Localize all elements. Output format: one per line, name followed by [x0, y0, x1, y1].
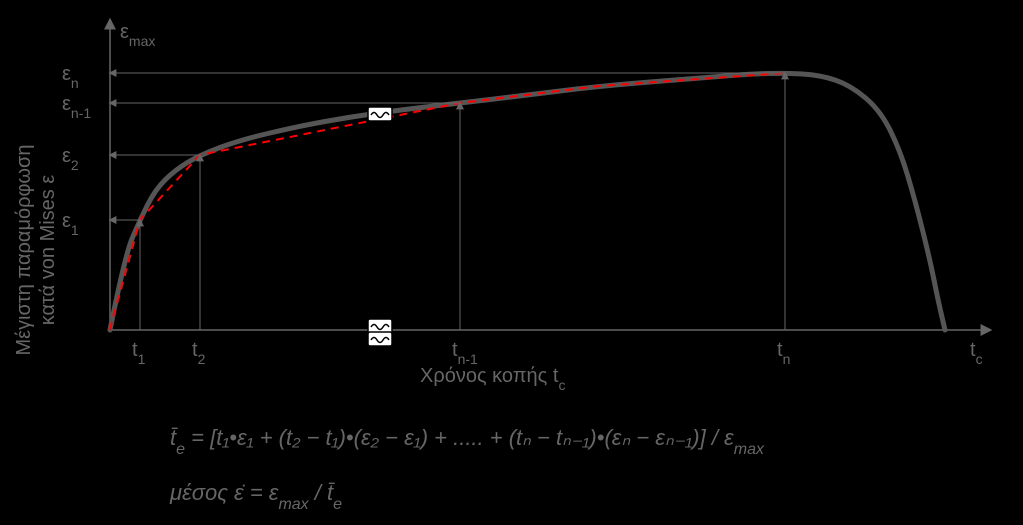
axis-break	[368, 332, 392, 346]
svg-text:Μέγιστη παραμόρφωση: Μέγιστη παραμόρφωση	[13, 144, 35, 355]
axis-break	[368, 319, 392, 333]
axis-break	[368, 107, 392, 121]
svg-text:κατά von Mises ε: κατά von Mises ε	[37, 175, 59, 326]
